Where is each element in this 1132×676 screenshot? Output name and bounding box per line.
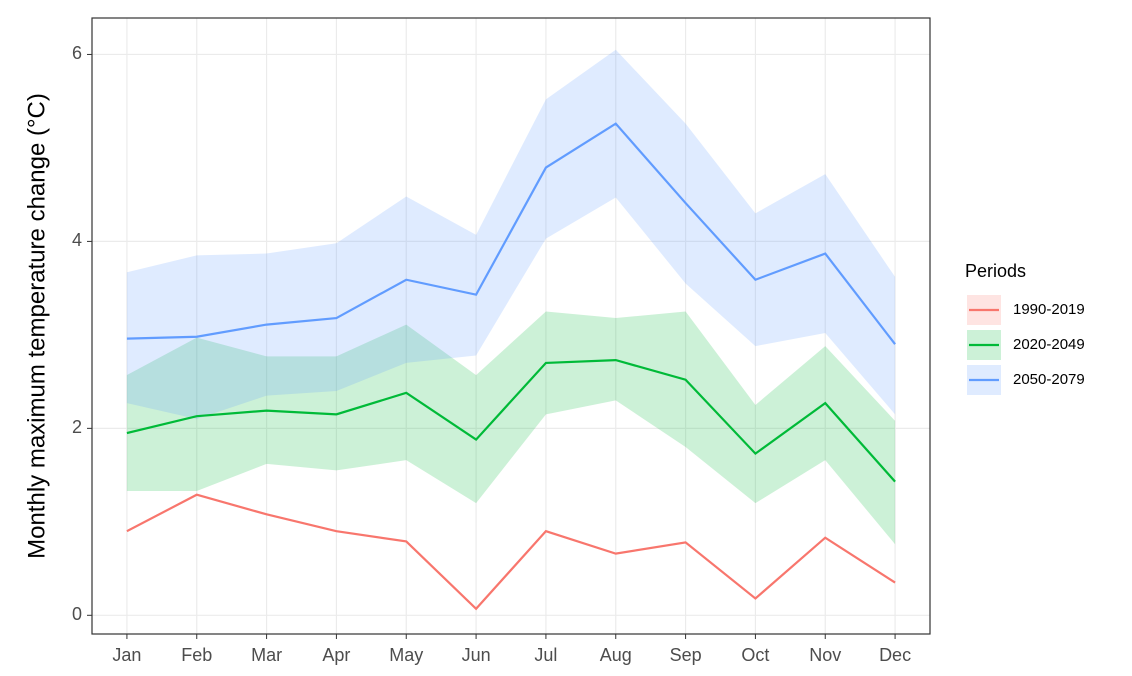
legend-label: 2020-2049	[1013, 336, 1085, 353]
line	[126, 359, 896, 483]
y-axis-label: Monthly maximum temperature change (°C)	[23, 93, 50, 559]
y-tick-label: 6	[72, 43, 82, 63]
x-tick-label: Dec	[879, 645, 911, 665]
panel-border	[91, 17, 931, 635]
ribbon	[126, 311, 896, 545]
x-tick-label: Aug	[600, 645, 632, 665]
x-tick-label: Sep	[670, 645, 702, 665]
y-tick-label: 2	[72, 417, 82, 437]
legend-label: 1990-2019	[1013, 301, 1085, 318]
x-tick-label: Jan	[112, 645, 141, 665]
y-tick-label: 0	[72, 604, 82, 624]
grid	[92, 18, 930, 634]
x-tick-label: Oct	[741, 645, 769, 665]
x-tick-label: Nov	[809, 645, 841, 665]
y-tick-label: 4	[72, 230, 82, 250]
line	[126, 122, 896, 345]
legend-title: Periods	[965, 261, 1026, 281]
x-tick-label: Apr	[322, 645, 350, 665]
x-tick-label: Mar	[251, 645, 282, 665]
legend-label: 2050-2079	[1013, 371, 1085, 388]
x-tick-label: Feb	[181, 645, 212, 665]
x-tick-label: Jun	[462, 645, 491, 665]
x-tick-label: Jul	[534, 645, 557, 665]
line	[126, 493, 896, 611]
ribbon	[126, 49, 896, 420]
x-tick-label: May	[389, 645, 423, 665]
